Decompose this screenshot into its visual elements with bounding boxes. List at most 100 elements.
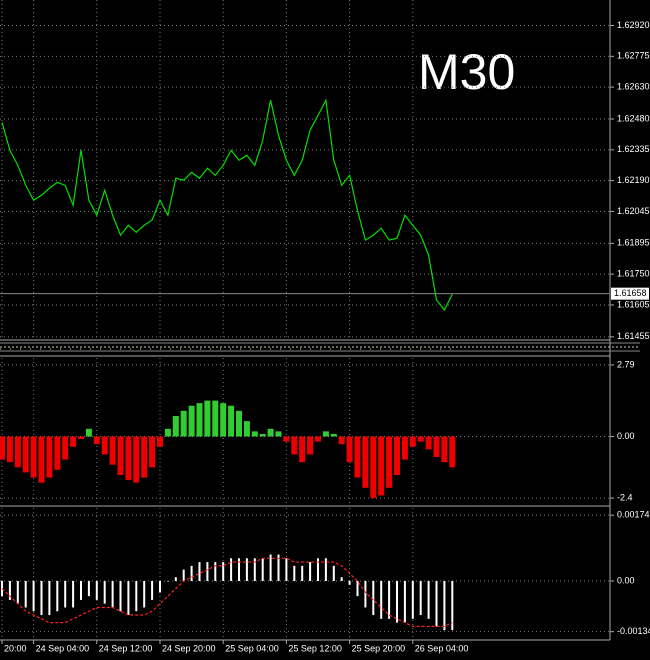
macd-bar: [8, 580, 11, 600]
macd-bar: [372, 580, 375, 616]
macd-bar: [324, 558, 327, 581]
y-tick-label: 1.62335: [617, 144, 650, 154]
macd-bar: [127, 580, 130, 616]
y-tick-label: 1.62775: [617, 51, 650, 61]
histogram-bar: [228, 405, 235, 437]
x-tick-label: 26 Sep 04:00: [415, 643, 469, 653]
histogram-bar: [125, 436, 132, 481]
x-tick-label: 24 Sep 04:00: [36, 643, 90, 653]
histogram-bar: [315, 436, 321, 442]
x-tick-label: 25 Sep 12:00: [288, 643, 342, 653]
macd-bar: [95, 580, 98, 600]
histogram-bar: [354, 436, 361, 478]
macd-bar: [348, 580, 351, 585]
y-tick-label: 1.62190: [617, 175, 650, 185]
histogram-bar: [133, 436, 140, 483]
y-tick-label: 0.00: [617, 431, 635, 441]
histogram-bar: [346, 436, 353, 463]
macd-bar: [269, 554, 272, 581]
macd-bar: [159, 580, 161, 593]
macd-bar: [230, 558, 233, 581]
macd-bar: [16, 580, 19, 604]
histogram-bar: [46, 436, 53, 478]
macd-bar: [48, 580, 51, 616]
histogram-bar: [109, 436, 116, 465]
histogram-bar: [401, 436, 408, 460]
macd-bar: [24, 580, 27, 608]
histogram-bar: [85, 428, 92, 437]
current-price-label: 1.61658: [614, 288, 647, 298]
macd-bar: [340, 577, 343, 581]
y-tick-label: 1.62045: [617, 206, 650, 216]
macd-bar: [72, 580, 75, 608]
histogram-bar: [275, 431, 282, 437]
histogram-bar: [30, 436, 37, 478]
y-tick-label: 1.61895: [617, 238, 650, 248]
macd-bar: [411, 580, 414, 619]
histogram-bar: [370, 436, 377, 499]
histogram-bar: [6, 436, 13, 463]
histogram-bar: [204, 400, 211, 437]
macd-bar: [427, 580, 430, 619]
macd-bar: [174, 577, 177, 581]
histogram-bar: [62, 436, 69, 460]
histogram-bar: [38, 436, 45, 483]
macd-bar: [32, 580, 35, 612]
histogram-bar: [180, 410, 187, 437]
y-tick-label: 1.61605: [617, 299, 650, 309]
histogram-bar: [78, 436, 84, 440]
macd-bar: [309, 562, 312, 581]
macd-bar: [190, 565, 193, 581]
histogram-bar: [322, 431, 329, 437]
macd-bar: [40, 580, 43, 616]
histogram-bar: [378, 436, 385, 496]
histogram-bar: [141, 436, 148, 478]
x-tick-label: 24 Sep 20:00: [162, 643, 216, 653]
histogram-bar: [70, 436, 77, 447]
macd-bar: [332, 565, 335, 581]
macd-bar: [293, 565, 296, 581]
indicator-strip: [0, 342, 640, 352]
histogram-bar: [243, 421, 250, 437]
y-tick-label: 1.62480: [617, 113, 650, 123]
macd-bar: [111, 580, 114, 608]
macd-bar: [64, 580, 67, 608]
histogram-bar: [172, 415, 179, 437]
macd-bar: [151, 580, 154, 600]
macd-bar: [214, 562, 217, 581]
y-tick-label: 0.00: [617, 575, 635, 585]
x-tick-label: 25 Sep 20:00: [352, 643, 406, 653]
x-tick-label: 20:00: [4, 643, 27, 653]
histogram-bar: [0, 436, 5, 460]
y-tick-label: 1.61750: [617, 269, 650, 279]
macd-bar: [206, 562, 209, 581]
macd-bar: [317, 558, 319, 581]
macd-bar: [56, 580, 59, 612]
histogram-bar: [338, 436, 345, 445]
histogram-bar: [299, 436, 306, 463]
macd-bar: [364, 580, 367, 608]
macd-bar: [222, 562, 225, 581]
histogram-bar: [330, 433, 337, 437]
histogram-bar: [441, 436, 448, 463]
macd-bar: [253, 558, 256, 581]
price-line: [1, 98, 453, 312]
macd-bar: [182, 569, 185, 581]
histogram-bar: [54, 436, 61, 470]
y-tick-label: 2.79: [617, 359, 635, 369]
histogram-bar: [188, 405, 195, 437]
histogram-bar: [157, 436, 163, 447]
histogram-bar: [291, 436, 298, 455]
histogram-bar: [417, 436, 424, 442]
macd-bar: [277, 554, 280, 581]
histogram-bar: [149, 436, 156, 468]
y-tick-label: -2.4: [617, 492, 633, 502]
macd-bar: [451, 580, 454, 631]
y-tick-label: -0.00134: [617, 626, 650, 636]
macd-bar: [301, 565, 304, 581]
macd-bar: [166, 580, 169, 582]
y-tick-label: 1.61455: [617, 331, 650, 341]
macd-bar: [80, 580, 82, 600]
macd-bar: [103, 580, 106, 604]
